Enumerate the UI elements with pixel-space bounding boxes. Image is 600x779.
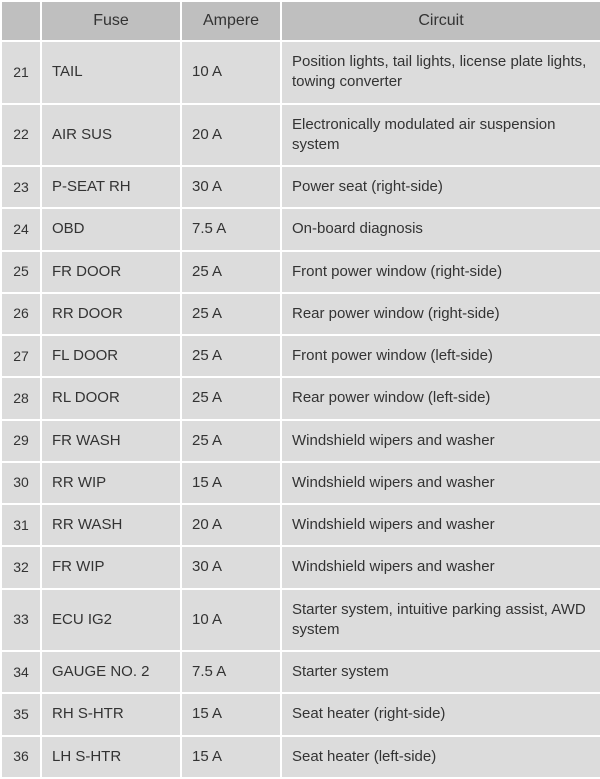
table-row: 22AIR SUS20 AElectronically modulated ai… [1, 104, 600, 167]
cell-fuse: FR DOOR [41, 251, 181, 293]
header-num [1, 1, 41, 41]
cell-ampere: 20 A [181, 104, 281, 167]
cell-ampere: 25 A [181, 420, 281, 462]
cell-fuse: TAIL [41, 41, 181, 104]
table-row: 26RR DOOR25 ARear power window (right-si… [1, 293, 600, 335]
cell-circuit: Electronically modulated air suspension … [281, 104, 600, 167]
table-row: 32FR WIP30 AWindshield wipers and washer [1, 546, 600, 588]
cell-fuse: P-SEAT RH [41, 166, 181, 208]
cell-circuit: Windshield wipers and washer [281, 546, 600, 588]
table-row: 31RR WASH20 AWindshield wipers and washe… [1, 504, 600, 546]
cell-fuse: LH S-HTR [41, 736, 181, 778]
table-row: 29FR WASH25 AWindshield wipers and washe… [1, 420, 600, 462]
cell-num: 27 [1, 335, 41, 377]
cell-fuse: RR WASH [41, 504, 181, 546]
cell-ampere: 25 A [181, 377, 281, 419]
table-row: 21TAIL10 APosition lights, tail lights, … [1, 41, 600, 104]
cell-ampere: 15 A [181, 736, 281, 778]
cell-circuit: Rear power window (right-side) [281, 293, 600, 335]
cell-num: 33 [1, 589, 41, 652]
cell-circuit: Starter system [281, 651, 600, 693]
cell-num: 29 [1, 420, 41, 462]
cell-ampere: 15 A [181, 462, 281, 504]
cell-fuse: OBD [41, 208, 181, 250]
table-row: 33ECU IG210 AStarter system, intuitive p… [1, 589, 600, 652]
cell-fuse: ECU IG2 [41, 589, 181, 652]
header-circuit: Circuit [281, 1, 600, 41]
fuse-table: Fuse Ampere Circuit 21TAIL10 APosition l… [0, 0, 600, 779]
cell-circuit: Front power window (right-side) [281, 251, 600, 293]
table-row: 24OBD7.5 AOn-board diagnosis [1, 208, 600, 250]
cell-num: 35 [1, 693, 41, 735]
cell-ampere: 20 A [181, 504, 281, 546]
cell-num: 32 [1, 546, 41, 588]
cell-fuse: FR WASH [41, 420, 181, 462]
table-row: 35RH S-HTR15 ASeat heater (right-side) [1, 693, 600, 735]
cell-fuse: RR WIP [41, 462, 181, 504]
table-row: 25FR DOOR25 AFront power window (right-s… [1, 251, 600, 293]
cell-num: 21 [1, 41, 41, 104]
cell-circuit: On-board diagnosis [281, 208, 600, 250]
cell-num: 24 [1, 208, 41, 250]
cell-circuit: Power seat (right-side) [281, 166, 600, 208]
cell-num: 36 [1, 736, 41, 778]
cell-num: 31 [1, 504, 41, 546]
table-row: 28RL DOOR25 ARear power window (left-sid… [1, 377, 600, 419]
table-body: 21TAIL10 APosition lights, tail lights, … [1, 41, 600, 778]
cell-circuit: Windshield wipers and washer [281, 420, 600, 462]
table-header: Fuse Ampere Circuit [1, 1, 600, 41]
table-row: 36LH S-HTR15 ASeat heater (left-side) [1, 736, 600, 778]
cell-circuit: Starter system, intuitive parking assist… [281, 589, 600, 652]
cell-ampere: 25 A [181, 251, 281, 293]
cell-ampere: 15 A [181, 693, 281, 735]
cell-num: 26 [1, 293, 41, 335]
header-fuse: Fuse [41, 1, 181, 41]
cell-ampere: 10 A [181, 41, 281, 104]
table-row: 23P-SEAT RH30 APower seat (right-side) [1, 166, 600, 208]
cell-fuse: FL DOOR [41, 335, 181, 377]
cell-ampere: 25 A [181, 335, 281, 377]
cell-fuse: FR WIP [41, 546, 181, 588]
cell-num: 25 [1, 251, 41, 293]
cell-ampere: 30 A [181, 546, 281, 588]
cell-circuit: Windshield wipers and washer [281, 462, 600, 504]
cell-fuse: RH S-HTR [41, 693, 181, 735]
table-row: 27FL DOOR25 AFront power window (left-si… [1, 335, 600, 377]
table-row: 34GAUGE NO. 27.5 AStarter system [1, 651, 600, 693]
cell-ampere: 7.5 A [181, 651, 281, 693]
cell-circuit: Front power window (left-side) [281, 335, 600, 377]
cell-num: 28 [1, 377, 41, 419]
cell-circuit: Windshield wipers and washer [281, 504, 600, 546]
cell-circuit: Position lights, tail lights, license pl… [281, 41, 600, 104]
cell-circuit: Seat heater (left-side) [281, 736, 600, 778]
cell-fuse: AIR SUS [41, 104, 181, 167]
cell-ampere: 25 A [181, 293, 281, 335]
cell-circuit: Rear power window (left-side) [281, 377, 600, 419]
header-ampere: Ampere [181, 1, 281, 41]
table-row: 30RR WIP15 AWindshield wipers and washer [1, 462, 600, 504]
cell-fuse: RL DOOR [41, 377, 181, 419]
cell-ampere: 7.5 A [181, 208, 281, 250]
cell-fuse: RR DOOR [41, 293, 181, 335]
cell-num: 34 [1, 651, 41, 693]
cell-fuse: GAUGE NO. 2 [41, 651, 181, 693]
cell-ampere: 30 A [181, 166, 281, 208]
cell-num: 30 [1, 462, 41, 504]
cell-num: 22 [1, 104, 41, 167]
cell-ampere: 10 A [181, 589, 281, 652]
cell-circuit: Seat heater (right-side) [281, 693, 600, 735]
cell-num: 23 [1, 166, 41, 208]
